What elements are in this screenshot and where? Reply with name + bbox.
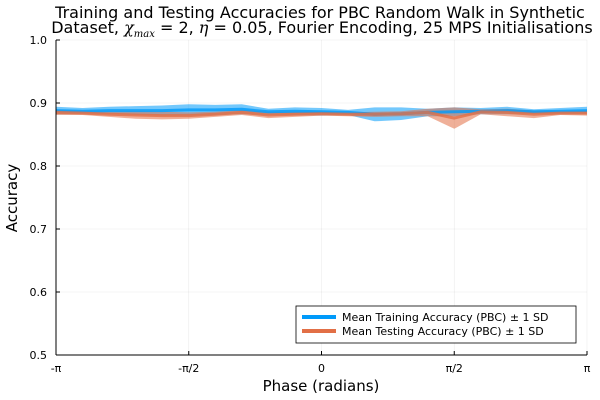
title-chi-value: = 2,: [155, 18, 199, 37]
y-tick-label: 0.5: [30, 349, 48, 362]
y-tick-label: 0.9: [30, 97, 48, 110]
mean-line-testing: [55, 110, 587, 120]
title-eta: η: [199, 18, 209, 37]
legend-box: [295, 305, 577, 344]
y-tick-label: 0.7: [30, 223, 48, 236]
x-tick-label: -π: [51, 362, 62, 375]
y-tick-label: 0.6: [30, 286, 48, 299]
y-axis-label: Accuracy: [3, 164, 21, 233]
x-tick-label: -π/2: [178, 362, 199, 375]
legend-label-testing: Mean Testing Accuracy (PBC) ± 1 SD: [342, 325, 544, 338]
x-axis-label: Phase (radians): [263, 377, 380, 395]
title-chi-subscript: max: [134, 29, 155, 40]
x-tick-label: π: [584, 362, 591, 375]
legend-label-training: Mean Training Accuracy (PBC) ± 1 SD: [342, 311, 549, 324]
title-eta-value: = 0.05: [208, 18, 267, 37]
y-ticks: 0.5 0.6 0.7 0.8 0.9 1.0: [30, 34, 60, 362]
legend: Mean Training Accuracy (PBC) ± 1 SD Mean…: [295, 305, 577, 344]
title-line2-suffix: , Fourier Encoding, 25 MPS Initialisatio…: [268, 18, 593, 37]
mean-lines: [55, 107, 588, 120]
y-tick-label: 1.0: [30, 34, 48, 47]
title-line2-prefix: Dataset,: [51, 18, 124, 37]
title-chi: χ: [123, 18, 135, 37]
chart-title-line1: Training and Testing Accuracies for PBC …: [54, 3, 585, 22]
chart-title-line2: Dataset, χmax = 2, η = 0.05, Fourier Enc…: [51, 18, 593, 40]
grid: [55, 39, 588, 356]
y-tick-label: 0.8: [30, 160, 48, 173]
x-tick-label: 0: [318, 362, 325, 375]
x-tick-label: π/2: [446, 362, 463, 375]
x-ticks: -π -π/2 0 π/2 π: [51, 351, 591, 375]
